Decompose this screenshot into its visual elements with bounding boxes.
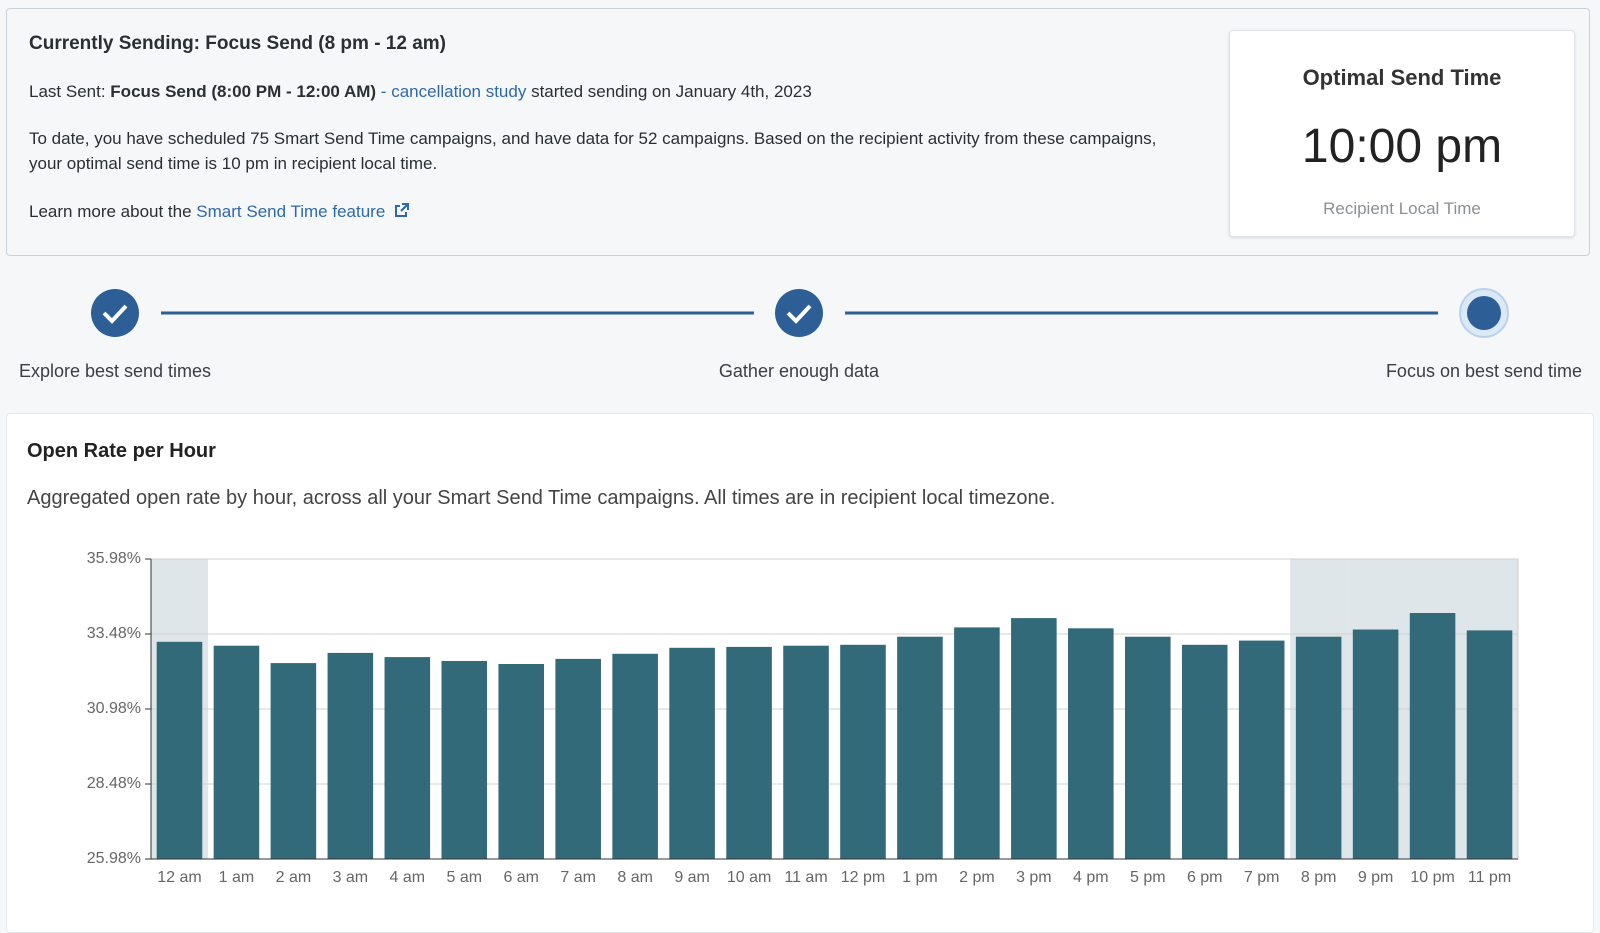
x-tick-label: 5 pm [1130, 869, 1166, 886]
x-tick-label: 12 pm [841, 869, 885, 886]
x-tick-label: 3 pm [1016, 869, 1052, 886]
x-tick-label: 1 pm [902, 869, 938, 886]
separator: - [380, 82, 387, 101]
x-tick-label: 9 am [674, 869, 710, 886]
bar [384, 657, 431, 859]
x-tick-label: 9 pm [1358, 869, 1394, 886]
bar [156, 641, 203, 859]
bar [270, 663, 317, 859]
bar [1068, 628, 1114, 859]
optimal-title: Optimal Send Time [1302, 65, 1502, 90]
x-tick-label: 3 am [333, 869, 369, 886]
x-tick-label: 2 pm [959, 869, 995, 886]
bar [726, 646, 772, 859]
bar [1011, 618, 1057, 859]
last-sent-campaign: Focus Send (8:00 PM - 12:00 AM) [110, 82, 377, 101]
step-current [1467, 296, 1501, 330]
y-tick-label: 33.48% [87, 625, 141, 642]
x-tick-label: 5 am [446, 869, 482, 886]
x-tick-label: 8 pm [1301, 869, 1337, 886]
y-tick-label: 30.98% [87, 700, 141, 717]
x-tick-label: 6 pm [1187, 869, 1223, 886]
bar [669, 647, 715, 859]
external-link-icon [395, 203, 410, 217]
bar [441, 661, 488, 859]
bar [327, 652, 374, 859]
chart-title: Open Rate per Hour [27, 440, 216, 462]
bar [498, 664, 545, 859]
bar [1466, 630, 1513, 859]
learn-more-text: Learn more about the [29, 202, 192, 221]
campaign-link[interactable]: cancellation study [391, 82, 527, 101]
bar [840, 644, 886, 859]
feature-link[interactable]: Smart Send Time feature [196, 202, 410, 221]
bar [897, 636, 943, 859]
chart: 25.98% 28.48% 30.98% 33.48% 35.98% 12 am 1 am 2… [87, 550, 1519, 886]
bar [954, 627, 1000, 859]
last-sent: Last Sent: Focus Send (8:00 PM - 12:00 A… [29, 79, 812, 104]
chart-subtitle: Aggregated open rate by hour, across all… [27, 487, 1056, 509]
x-tick-label: 1 am [219, 869, 255, 886]
x-tick-label: 11 am [784, 869, 827, 886]
check-icon [786, 304, 812, 324]
x-tick-label: 4 pm [1073, 869, 1109, 886]
description: To date, you have scheduled 75 Smart Sen… [29, 129, 1157, 173]
bar [1238, 640, 1285, 859]
x-tick-label: 2 am [276, 869, 312, 886]
x-tick-label: 10 pm [1410, 869, 1454, 886]
bar [1295, 636, 1342, 859]
y-tick-label: 28.48% [87, 775, 141, 792]
status-title: Currently Sending: Focus Send (8 pm - 12… [29, 33, 447, 54]
x-tick-label: 6 am [503, 869, 539, 886]
y-tick-label: 35.98% [87, 550, 141, 567]
x-tick-label: 12 am [157, 869, 201, 886]
optimal-card: Optimal Send Time 10:00 pm Recipient Loc… [1229, 30, 1575, 237]
stepper [91, 288, 1509, 338]
bar [1124, 636, 1171, 859]
feature-link-text[interactable]: Smart Send Time feature [196, 202, 386, 221]
step-done [775, 289, 823, 337]
bar [213, 645, 260, 859]
optimal-caption: Recipient Local Time [1323, 199, 1481, 218]
status-panel: Currently Sending: Focus Send (8 pm - 12… [6, 8, 1590, 256]
step-label: Explore best send times [18, 361, 212, 381]
bar [612, 653, 658, 859]
bar [555, 658, 601, 859]
learn-more: Learn more about the Smart Send Time fea… [29, 199, 410, 224]
last-sent-suffix: started sending on January 4th, 2023 [531, 82, 812, 101]
optimal-time: 10:00 pm [1301, 120, 1503, 173]
y-tick-label: 25.98% [87, 850, 141, 867]
step-label: Focus on best send time [1385, 361, 1583, 381]
bar [1352, 629, 1399, 859]
bar [1409, 613, 1456, 859]
x-tick-label: 7 am [560, 869, 596, 886]
step-label: Gather enough data [718, 361, 880, 381]
x-tick-label: 4 am [390, 869, 426, 886]
x-tick-label: 10 am [727, 869, 771, 886]
last-sent-label: Last Sent: [29, 82, 106, 101]
x-tick-label: 7 pm [1244, 869, 1280, 886]
step-done [91, 289, 139, 337]
x-tick-label: 8 am [617, 869, 653, 886]
x-tick-label: 11 pm [1468, 869, 1511, 886]
bar [783, 645, 829, 859]
bar [1181, 644, 1228, 859]
check-icon [102, 304, 128, 324]
